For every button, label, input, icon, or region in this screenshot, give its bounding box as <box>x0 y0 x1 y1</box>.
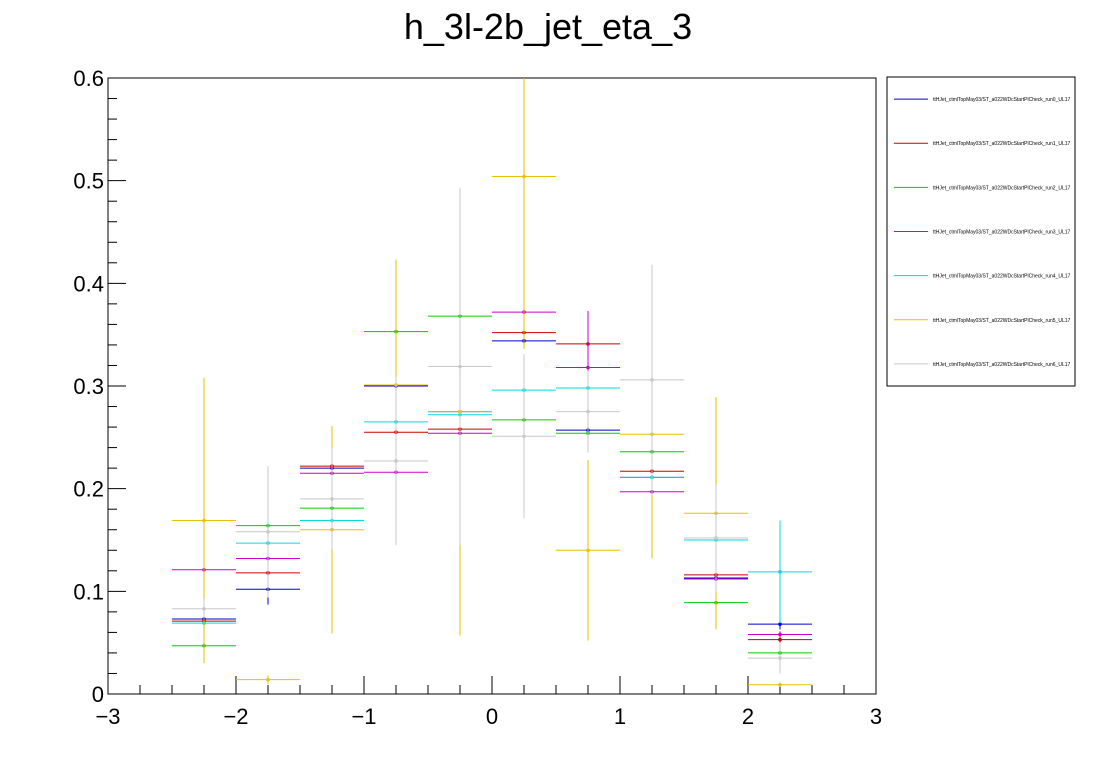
data-point <box>330 497 334 501</box>
legend-entry-label: ttHJet_ctmlTopMay03/ST_a022WDcStartPlChe… <box>933 141 1071 147</box>
legend-entry-label: ttHJet_ctmlTopMay03/ST_a022WDcStartPlChe… <box>933 362 1071 368</box>
data-point <box>266 677 270 682</box>
axes-layer: −3 −2 −1 0 1 2 3 0 0.1 0.2 0.3 0.4 0.5 0.6 <box>73 66 882 729</box>
data-point <box>714 536 718 540</box>
legend-entry-label: ttHJet_ctmlTopMay03/ST_a022WDcStartPlChe… <box>933 185 1071 191</box>
data-point <box>458 364 462 369</box>
x-tick-label: 1 <box>614 704 626 729</box>
x-tick-label: −2 <box>223 704 248 729</box>
legend-entry-label: ttHJet_ctmlTopMay03/ST_a022WDcStartPlChe… <box>933 318 1071 324</box>
legend-entry-label: ttHJet_ctmlTopMay03/ST_a022WDcStartPlChe… <box>933 230 1071 236</box>
legend-entry-label: ttHJet_ctmlTopMay03/ST_a022WDcStartPlChe… <box>933 274 1071 280</box>
x-tick-label: 0 <box>486 704 498 729</box>
y-tick-label: 0.2 <box>73 477 104 502</box>
legend: ttHJet_ctmlTopMay03/ST_a022WDcStartPlChe… <box>886 76 1076 387</box>
data-point <box>778 632 782 637</box>
series-6 <box>172 187 812 674</box>
y-tick-label: 0.6 <box>73 66 104 91</box>
data-point <box>522 174 526 179</box>
data-point <box>778 637 782 642</box>
data-layer <box>172 78 812 687</box>
data-point <box>522 434 526 439</box>
data-point <box>202 518 206 523</box>
data-point <box>586 409 590 414</box>
data-point <box>778 682 782 687</box>
data-point <box>778 622 782 626</box>
x-tick-label: 2 <box>742 704 754 729</box>
data-point <box>586 548 590 553</box>
x-tick-label: 3 <box>870 704 882 729</box>
y-tick-label: 0.5 <box>73 169 104 194</box>
data-point <box>586 365 590 370</box>
y-tick-label: 0.1 <box>73 579 104 604</box>
y-tick-label: 0.4 <box>73 271 104 296</box>
data-point <box>778 656 782 660</box>
x-tick-label: −3 <box>95 704 120 729</box>
y-tick-label: 0.3 <box>73 374 104 399</box>
data-point <box>202 606 206 611</box>
plot-frame <box>107 77 877 695</box>
chart-title: h_3l-2b_jet_eta_3 <box>403 6 693 47</box>
data-point <box>778 570 782 574</box>
y-tick-label: 0 <box>92 682 104 707</box>
legend-entry-label: ttHJet_ctmlTopMay03/ST_a022WDcStartPlChe… <box>933 97 1071 103</box>
data-point <box>650 378 654 382</box>
data-point <box>394 459 398 463</box>
x-tick-label: −1 <box>351 704 376 729</box>
data-point <box>266 529 270 534</box>
